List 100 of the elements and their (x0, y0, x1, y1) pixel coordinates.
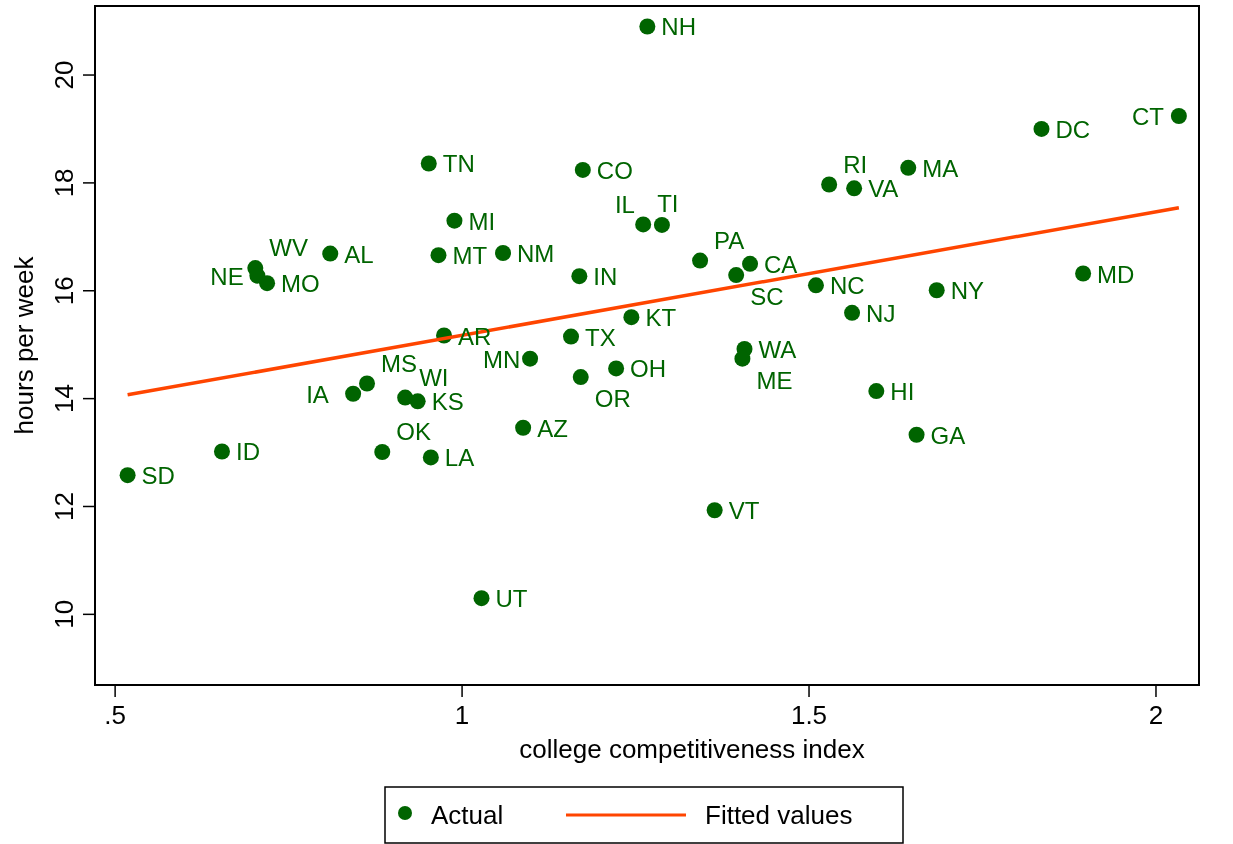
point (522, 350, 539, 367)
point (473, 590, 490, 607)
point (119, 467, 136, 484)
annotation: MO (281, 270, 320, 298)
point (213, 443, 230, 460)
point (728, 267, 745, 284)
point (928, 282, 945, 299)
point (563, 328, 580, 345)
annotation: AL (344, 240, 374, 268)
annotation: NY (950, 277, 985, 305)
annotation: IN (593, 263, 618, 291)
point (572, 369, 589, 386)
annotation: MS (381, 349, 418, 377)
annotation: LA (444, 444, 475, 472)
y-axis-title: hours per week (9, 255, 39, 435)
y-tick-label: 16 (49, 276, 79, 306)
x-tick-label: .5 (104, 700, 126, 730)
annotation: MT (452, 242, 488, 270)
annotation: DC (1055, 115, 1091, 143)
point (868, 383, 885, 400)
y-tick-label: 20 (49, 60, 79, 90)
y-tick-label: 10 (49, 599, 79, 629)
point (495, 245, 512, 262)
annotation: RI (843, 150, 868, 178)
annotation: NC (829, 272, 865, 300)
annotation: KT (645, 304, 677, 332)
x-axis-title: college competitiveness index (519, 734, 865, 764)
point (446, 212, 463, 229)
point (734, 350, 751, 367)
annotation: CO (596, 156, 633, 184)
annotation: WV (269, 234, 308, 262)
x-tick-label: 1 (454, 700, 470, 730)
annotation: MA (922, 154, 959, 182)
annotation: OR (594, 385, 631, 413)
x-tick-label: 1.5 (790, 700, 828, 730)
annotation: PA (714, 226, 745, 254)
annotation: VA (868, 175, 899, 203)
annotation: OH (630, 355, 667, 383)
point (846, 180, 863, 197)
annotation: IA (306, 380, 329, 408)
point (692, 252, 709, 269)
annotation: GA (930, 421, 966, 449)
point (515, 419, 532, 436)
annotation: VT (728, 497, 760, 525)
annotation: UT (495, 585, 528, 613)
point (706, 502, 723, 519)
point (359, 375, 376, 392)
point (420, 155, 437, 172)
annotation: SD (141, 462, 175, 490)
point (430, 247, 447, 264)
annotation: NJ (866, 299, 896, 327)
y-tick-label: 12 (49, 492, 79, 521)
legend-label: Fitted values (705, 800, 853, 830)
annotation: MI (468, 207, 496, 235)
annotation: NH (661, 13, 697, 41)
annotation: WI (419, 363, 449, 391)
annotation: KS (431, 388, 464, 416)
point (639, 18, 656, 35)
annotation: MD (1097, 260, 1135, 288)
point (422, 449, 439, 466)
annotation: HI (890, 378, 915, 406)
point (345, 385, 362, 402)
point (900, 159, 917, 176)
y-tick-label: 18 (49, 168, 79, 198)
point (322, 245, 339, 262)
point (635, 216, 652, 233)
point (608, 360, 625, 377)
y-tick-label: 14 (49, 384, 79, 414)
point (259, 275, 276, 292)
annotation: AZ (537, 414, 568, 442)
x-tick-label: 2 (1148, 700, 1164, 730)
point (409, 393, 426, 410)
point (1075, 265, 1092, 282)
point (574, 161, 591, 178)
legend-label: Actual (431, 800, 504, 830)
annotation: OK (396, 418, 431, 446)
annotation: CA (764, 250, 798, 278)
annotation: SC (750, 283, 784, 311)
point (844, 304, 861, 321)
point (821, 176, 838, 193)
point (742, 255, 759, 272)
annotation: ID (235, 438, 260, 466)
annotation: TX (585, 323, 616, 351)
annotation: IL (614, 190, 635, 218)
point (1033, 120, 1050, 137)
point (908, 426, 925, 443)
annotation: MN (483, 345, 521, 373)
point (807, 277, 824, 294)
point (1170, 108, 1187, 125)
annotation: ME (756, 366, 793, 394)
point (653, 216, 670, 233)
annotation: CT (1131, 103, 1165, 131)
annotation: NE (210, 262, 244, 290)
annotation: TI (657, 190, 679, 218)
annotation: TN (442, 150, 475, 178)
annotation: WA (758, 336, 797, 364)
annotation: NM (517, 240, 555, 268)
point (374, 444, 391, 461)
point (623, 309, 640, 326)
point (571, 268, 588, 285)
